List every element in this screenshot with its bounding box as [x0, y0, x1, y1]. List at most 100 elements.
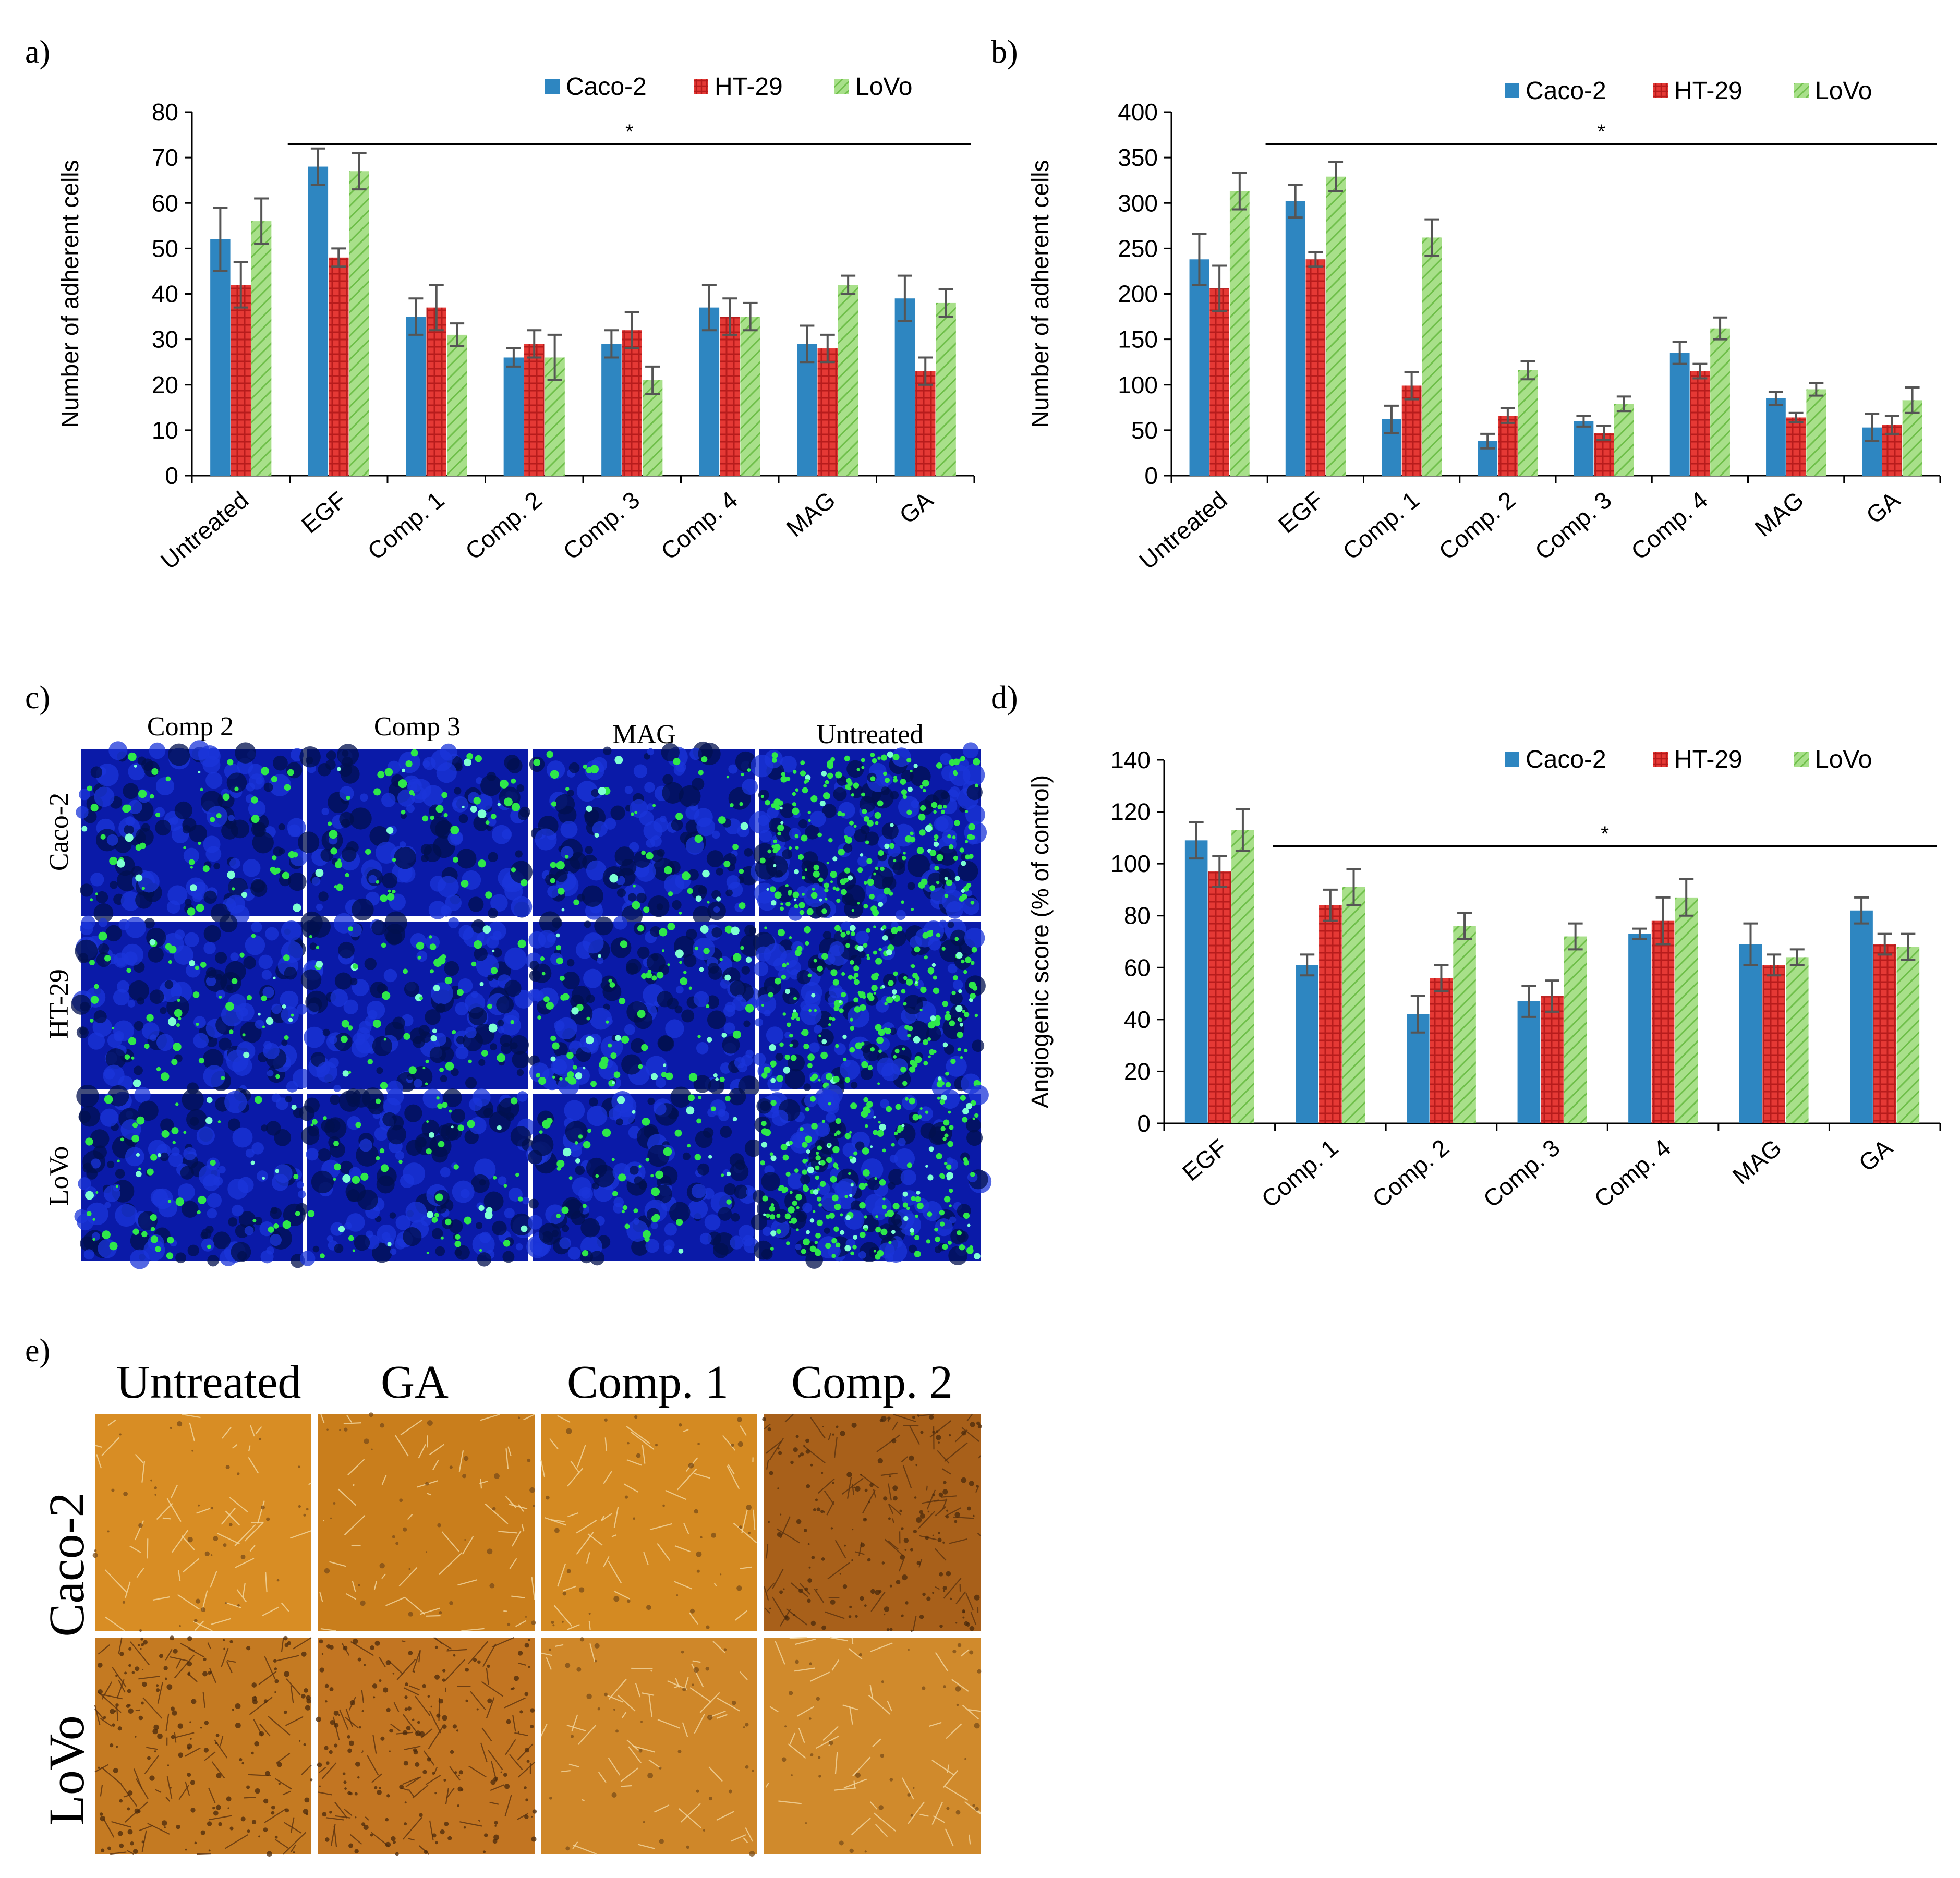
stain-blob: [408, 778, 422, 793]
stain-blob: [76, 1084, 99, 1108]
stain-blob: [478, 1059, 486, 1066]
stain-blob: [646, 953, 666, 972]
stain-blob: [182, 1088, 204, 1111]
cell-cluster: [936, 1430, 939, 1433]
cell-cluster: [946, 1509, 949, 1512]
tube-segment: [943, 1578, 962, 1599]
fluorescent-cell: [401, 809, 406, 815]
cell-cluster: [354, 1849, 359, 1854]
tube-segment: [250, 1425, 255, 1437]
fluorescent-cell: [664, 866, 672, 875]
bar-ht29: [1305, 259, 1326, 476]
fluorescent-cell: [679, 911, 682, 915]
cell-cluster: [820, 1510, 824, 1513]
cell-cluster: [215, 1733, 220, 1737]
cell-cluster: [383, 1687, 389, 1693]
legend-label: Caco-2: [1526, 77, 1606, 105]
tube-segment: [733, 1522, 757, 1543]
tube-segment: [488, 1750, 503, 1771]
stain-blob: [187, 1244, 199, 1256]
stain-blob: [692, 778, 705, 791]
fluorescent-cell: [954, 820, 960, 826]
stain-blob: [589, 1097, 598, 1107]
stain-blob: [570, 852, 587, 869]
tube-segment: [402, 1776, 420, 1785]
stain-blob: [286, 1081, 298, 1093]
cell-cluster: [810, 1620, 816, 1626]
fluorescent-cell: [541, 972, 546, 976]
tube-segment: [809, 1671, 830, 1682]
fluorescent-cell: [880, 866, 885, 871]
cell-cluster: [969, 1650, 974, 1655]
fluorescent-cell: [686, 1106, 695, 1115]
stain-blob: [716, 868, 724, 876]
stain-blob: [329, 1035, 337, 1044]
fluorescent-cell: [792, 802, 796, 807]
stain-blob: [144, 918, 155, 929]
cell-cluster: [208, 1849, 211, 1852]
cell-cluster: [386, 1707, 391, 1712]
fluorescent-cell: [972, 1117, 975, 1120]
fluorescent-cell: [960, 1095, 966, 1101]
stain-blob: [407, 1073, 414, 1081]
tube-segment: [367, 1755, 379, 1776]
bar-caco2: [1628, 934, 1651, 1123]
stain-blob: [232, 1056, 252, 1076]
tube-segment: [873, 1812, 897, 1832]
tube-segment: [888, 1503, 902, 1516]
tube-segment: [603, 1556, 610, 1568]
stain-blob: [383, 968, 397, 983]
fluorescent-cell: [807, 1063, 813, 1069]
stain-blob: [437, 876, 459, 898]
fluorescent-cell: [656, 971, 664, 979]
stain-blob: [174, 929, 185, 940]
fluorescent-cell: [771, 844, 776, 849]
stain-blob: [107, 1085, 129, 1107]
fluorescent-cell: [195, 965, 199, 970]
fluorescent-cell: [293, 903, 301, 912]
cell-cluster: [215, 1741, 218, 1744]
fluorescent-cell: [939, 1173, 945, 1179]
stain-blob: [788, 906, 803, 921]
cell-cluster: [154, 1750, 156, 1753]
cell-cluster: [532, 1809, 537, 1814]
stain-blob: [219, 914, 238, 932]
tube-segment: [968, 1834, 971, 1845]
fluorescent-cell: [791, 1016, 795, 1020]
stain-blob: [483, 1191, 504, 1211]
stain-blob: [703, 1127, 714, 1138]
stain-blob: [776, 870, 783, 878]
fluorescent-cell: [826, 1157, 832, 1164]
fluorescent-cell: [144, 1043, 150, 1049]
stain-blob: [857, 855, 869, 867]
fluorescent-cell: [882, 1148, 886, 1153]
fluorescent-cell: [117, 1159, 120, 1163]
bar-caco2: [1285, 201, 1305, 476]
fluorescent-cell: [926, 1239, 930, 1244]
cell-cluster: [301, 1694, 306, 1699]
tube-segment: [769, 1438, 784, 1461]
tube-segment: [400, 1420, 422, 1436]
cell-cluster: [647, 1773, 654, 1779]
cell-cluster: [977, 1424, 982, 1428]
stain-blob: [725, 1001, 736, 1013]
fluorescent-cell: [102, 1230, 111, 1239]
fluorescent-cell: [801, 1031, 806, 1036]
stain-blob: [940, 753, 952, 765]
cell-cluster: [141, 1643, 144, 1646]
fluorescent-cell: [384, 768, 393, 777]
fluorescent-cell: [641, 1044, 648, 1051]
fluorescent-cell: [875, 821, 879, 825]
stain-blob: [753, 843, 776, 866]
cell-cluster: [94, 1549, 97, 1552]
legend-swatch: [1653, 752, 1668, 767]
fluorescent-cell: [426, 1148, 432, 1155]
tube-segment: [485, 1503, 509, 1524]
fluorescent-cell: [438, 1141, 445, 1148]
cell-cluster: [626, 1599, 631, 1603]
fluorescent-cell: [572, 1065, 577, 1070]
tube-segment: [684, 1677, 689, 1690]
cell-cluster: [949, 1434, 951, 1437]
fluorescent-cell: [922, 932, 929, 939]
